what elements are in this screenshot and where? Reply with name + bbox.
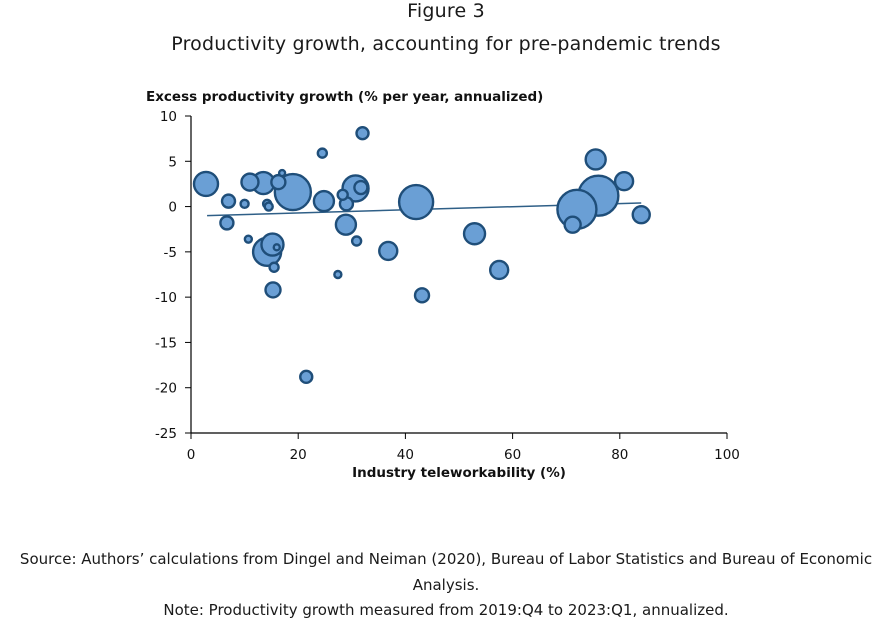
data-point [355, 126, 370, 141]
data-point [631, 205, 651, 225]
y-tick-label: 5 [168, 154, 177, 170]
y-tick-label: -20 [155, 381, 177, 397]
y-tick-label: 0 [168, 200, 177, 216]
y-tick-label: -10 [155, 290, 177, 306]
data-point [334, 213, 358, 236]
data-point [277, 168, 287, 178]
x-tick-label: 40 [397, 447, 414, 463]
x-tick-label: 60 [504, 447, 521, 463]
data-point [272, 243, 281, 252]
data-point [333, 269, 343, 280]
data-point [270, 173, 287, 191]
data-points [192, 126, 651, 385]
data-point [350, 235, 363, 247]
data-point [316, 147, 329, 159]
data-point [397, 183, 435, 221]
data-point [260, 232, 285, 257]
data-point [378, 240, 399, 262]
axes: 10 5 0 -5 -10 -15 -20 -25 0 20 40 60 80 100 [155, 109, 740, 463]
y-tick-label: -5 [164, 245, 177, 261]
methodology-note: Note: Productivity growth measured from … [163, 601, 729, 619]
axis-labels: Excess productivity growth (% per year, … [146, 89, 566, 481]
data-point [240, 172, 260, 192]
data-point [462, 222, 487, 246]
data-point [563, 215, 582, 234]
data-point [489, 259, 510, 281]
data-point [220, 193, 237, 209]
data-point [243, 234, 254, 244]
data-point [413, 287, 431, 304]
data-point [299, 369, 314, 385]
x-tick-label: 100 [714, 447, 740, 463]
data-point [219, 215, 235, 231]
data-point [264, 281, 282, 299]
x-axis-label: Industry teleworkability (%) [352, 465, 566, 481]
figure-title: Productivity growth, accounting for pre-… [171, 33, 721, 55]
data-point [268, 261, 280, 273]
x-tick-label: 20 [290, 447, 307, 463]
data-point [263, 201, 274, 212]
y-tick-label: -15 [155, 335, 177, 351]
data-point [312, 189, 336, 213]
x-tick-label: 0 [187, 447, 196, 463]
data-point [336, 188, 349, 201]
data-point [584, 148, 607, 171]
data-point [192, 170, 220, 198]
y-tick-label: 10 [160, 109, 177, 125]
data-point [239, 198, 250, 210]
y-tick-label: -25 [155, 426, 177, 442]
data-point [613, 171, 635, 192]
y-axis-label: Excess productivity growth (% per year, … [146, 89, 543, 105]
x-tick-label: 80 [611, 447, 628, 463]
source-note: Source: Authors’ calculations from Dinge… [19, 550, 873, 594]
data-point [353, 179, 369, 196]
figure-label: Figure 3 [407, 0, 485, 22]
